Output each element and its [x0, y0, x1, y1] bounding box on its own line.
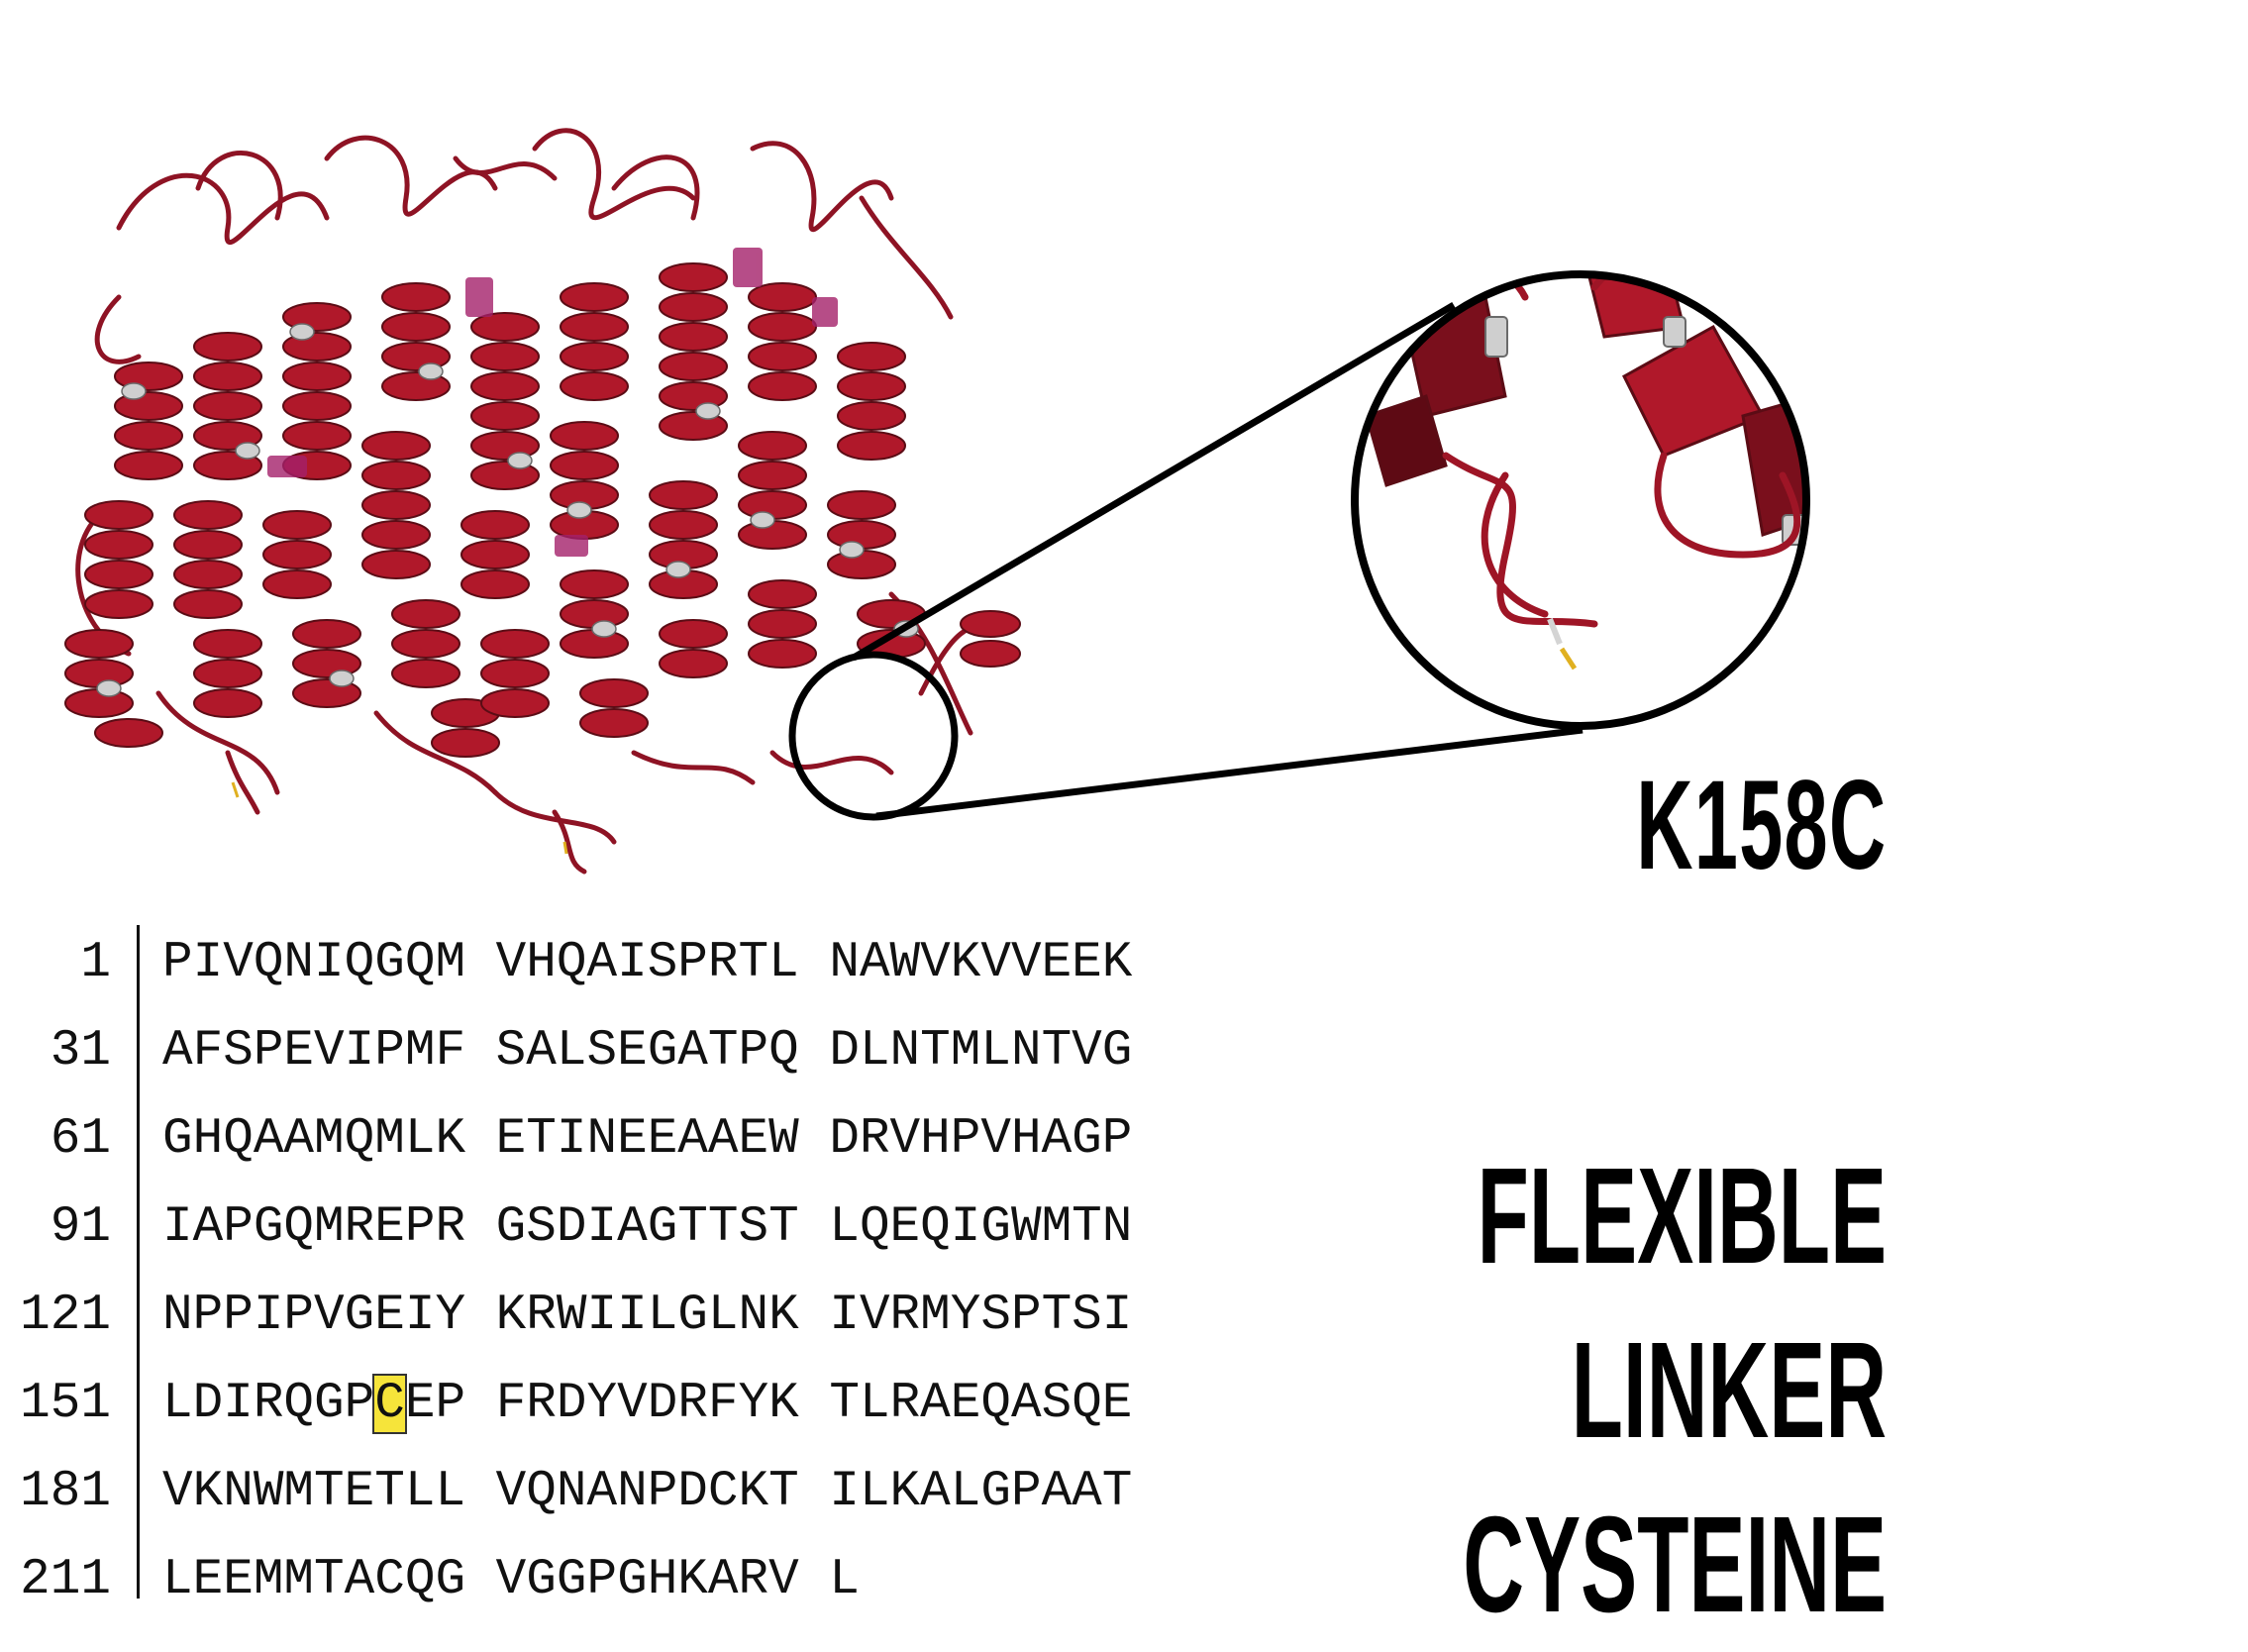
- sequence-text: GHQAAMQMLK ETINEEAAEW DRVHPVHAGP: [162, 1111, 1133, 1168]
- description-line-2: LINKER: [1571, 1314, 1887, 1467]
- zoom-source-circle: [788, 651, 959, 821]
- zoom-inset-border: [1351, 270, 1810, 730]
- residue-number: 61: [50, 1111, 111, 1168]
- residue-number: 211: [20, 1552, 111, 1608]
- sequence-row: 61 GHQAAMQMLK ETINEEAAEW DRVHPVHAGP: [0, 1095, 1133, 1184]
- sequence-text: PIVQNIQGQM VHQAISPRTL NAWVKVVEEK: [162, 935, 1133, 991]
- residue-number: 181: [20, 1464, 111, 1520]
- zoom-connector-bottom: [875, 726, 1584, 820]
- protein-ribbon-model: [64, 128, 1021, 875]
- residue-number: 121: [20, 1288, 111, 1344]
- zoom-connector-top: [852, 301, 1456, 662]
- description-line-1: FLEXIBLE: [1477, 1140, 1887, 1292]
- sequence-text: VKNWMTETLL VQNANPDCKT ILKALGPAAT: [162, 1464, 1133, 1520]
- mutation-label: K158C: [1635, 755, 1887, 896]
- residue-number: 31: [50, 1023, 111, 1080]
- sequence-row: 91 IAPGQMREPR GSDIAGTTST LQEQIGWMTN: [0, 1184, 1133, 1272]
- sequence-text: LDIRQGPCEP FRDYVDRFYK TLRAEQASQE: [162, 1374, 1133, 1434]
- sequence-text: AFSPEVIPMF SALSEGATPQ DLNTMLNTVG: [162, 1023, 1133, 1080]
- residue-number: 1: [80, 935, 111, 991]
- sequence-row: 151 LDIRQGPCEP FRDYVDRFYK TLRAEQASQE: [0, 1360, 1132, 1448]
- sequence-listing: 1 PIVQNIQGQM VHQAISPRTL NAWVKVVEEK 31 AF…: [0, 919, 1132, 1624]
- sequence-text: IAPGQMREPR GSDIAGTTST LQEQIGWMTN: [162, 1199, 1133, 1256]
- sequence-text: LEEMMTACQG VGGPGHKARV L: [162, 1552, 860, 1608]
- sequence-row: 211 LEEMMTACQG VGGPGHKARV L: [0, 1536, 1132, 1624]
- zoom-callout: [788, 301, 1584, 821]
- sequence-divider: [137, 925, 140, 1599]
- description-block: FLEXIBLE LINKER CYSTEINE: [1463, 1129, 1887, 1652]
- sequence-row: 121 NPPIPVGEIY KRWIILGLNK IVRMYSPTSI: [0, 1272, 1132, 1360]
- residue-number: 151: [20, 1376, 111, 1432]
- sequence-text: NPPIPVGEIY KRWIILGLNK IVRMYSPTSI: [162, 1288, 1133, 1344]
- sequence-row: 31 AFSPEVIPMF SALSEGATPQ DLNTMLNTVG: [0, 1007, 1133, 1095]
- description-line-3: CYSTEINE: [1463, 1489, 1887, 1641]
- residue-number: 91: [50, 1199, 111, 1256]
- highlighted-residue: C: [372, 1374, 407, 1434]
- sequence-row: 1 PIVQNIQGQM VHQAISPRTL NAWVKVVEEK: [0, 919, 1132, 1007]
- zoom-inset: [1351, 270, 1810, 730]
- sequence-row: 181 VKNWMTETLL VQNANPDCKT ILKALGPAAT: [0, 1448, 1132, 1536]
